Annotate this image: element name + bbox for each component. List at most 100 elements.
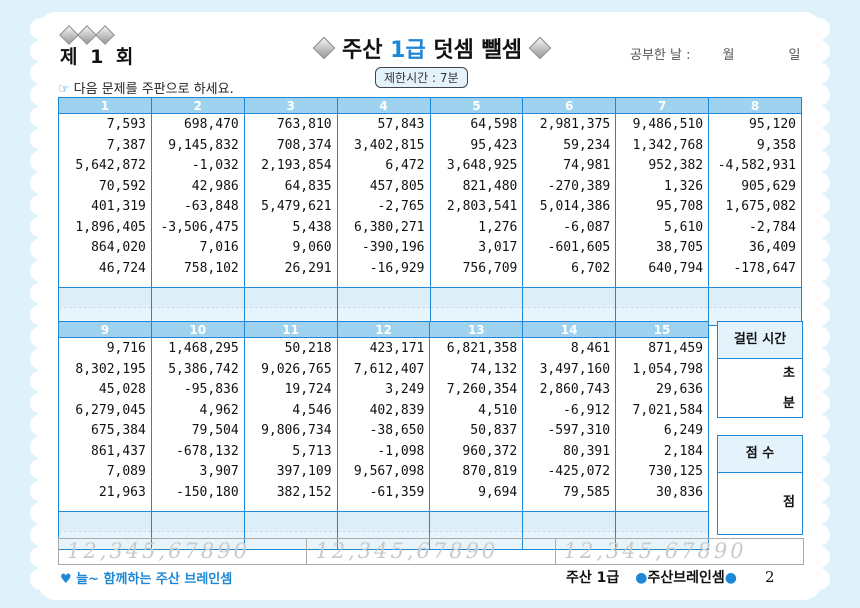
bubble-dot — [808, 502, 830, 524]
problem-value: -597,310 — [547, 423, 611, 438]
problem-value: -6,087 — [563, 219, 611, 235]
problem-value: 3,907 — [199, 464, 239, 479]
bubble-dot — [808, 282, 830, 304]
problem-value: 95,120 — [749, 117, 796, 132]
problem-value: 36,409 — [749, 240, 796, 255]
problem-value: 7,089 — [106, 464, 146, 479]
problem-value: -1,032 — [191, 158, 239, 173]
answer-cell[interactable] — [58, 511, 152, 550]
problem-number: 1 — [58, 97, 152, 114]
bubble-dot — [808, 480, 830, 502]
tracing-digits: 12,345,67890 — [307, 539, 556, 564]
answer-cell[interactable] — [150, 287, 245, 326]
problem-value: 640,794 — [648, 260, 704, 276]
problem-value: 21,963 — [98, 484, 146, 500]
problem-number: 6 — [522, 97, 617, 114]
answer-cell[interactable] — [243, 287, 338, 326]
footer-brand: ●주산브레인셈● — [635, 570, 737, 586]
problem-value: -425,072 — [547, 464, 611, 479]
bubble-dot — [808, 546, 830, 568]
problem-value: 59,234 — [563, 137, 611, 153]
problem-value: 952,382 — [648, 158, 704, 173]
problem-value: 3,497,160 — [539, 361, 611, 377]
problem-value: 2,193,854 — [261, 158, 332, 173]
round-number: 제 1 회 — [60, 46, 137, 68]
problem-value: 9,694 — [478, 484, 518, 500]
problem-value: 5,014,386 — [539, 199, 611, 214]
problem-value: -38,650 — [369, 423, 425, 438]
bubble-dot — [30, 436, 52, 458]
problem-value: 730,125 — [648, 464, 703, 479]
problem-value: 960,372 — [462, 443, 518, 459]
date-label: 공부한 날 : — [630, 48, 691, 63]
bubble-dot — [808, 458, 830, 480]
problem-value: 1,276 — [478, 219, 518, 235]
problem-value: 3,402,815 — [354, 137, 425, 153]
problem-values: 2,981,375 59,234 74,981 -270,389 5,014,386 -6… — [522, 113, 617, 288]
problem-value: -6,912 — [563, 402, 611, 418]
problem-values: 423,171 7,612,407 3,249 402,839 -38,650 -1,09… — [336, 337, 431, 512]
score-box: 점 수 점 — [717, 435, 803, 535]
title-prefix: 주산 — [342, 38, 391, 63]
header-diamonds — [59, 25, 115, 45]
problem-number: 3 — [243, 97, 338, 114]
problem-value: 6,821,358 — [446, 341, 518, 356]
problem-value: -270,389 — [547, 178, 611, 194]
answer-cell[interactable] — [708, 287, 802, 326]
digit-tracing-strip: 12,345,67890 12,345,67890 12,345,67890 — [58, 538, 804, 565]
answer-cell[interactable] — [615, 287, 710, 326]
answer-cell[interactable] — [336, 511, 431, 550]
answer-cell[interactable] — [522, 287, 617, 326]
answer-cell[interactable] — [429, 511, 524, 550]
problem-value: 2,184 — [663, 443, 703, 459]
problem-value: 7,612,407 — [353, 361, 425, 377]
problem-value: 19,724 — [284, 382, 332, 397]
answer-cell[interactable] — [429, 287, 524, 326]
problem-value: -150,180 — [176, 484, 239, 500]
answer-cell[interactable] — [150, 511, 245, 550]
problem-value: 5,386,742 — [168, 361, 239, 377]
answer-cell[interactable] — [522, 511, 617, 550]
instruction-text: 다음 문제를 주판으로 하세요. — [73, 82, 234, 97]
problem-value: -2,784 — [749, 219, 796, 235]
bubble-dot — [30, 260, 52, 282]
problem-value: 2,860,743 — [539, 382, 611, 397]
problem-value: 46,724 — [98, 260, 146, 276]
problem-value: 861,437 — [91, 443, 146, 459]
bubble-dot — [808, 216, 830, 238]
bubble-dot — [30, 106, 52, 128]
bubble-dot — [808, 568, 830, 590]
problem-number: 4 — [336, 97, 431, 114]
problem-value: 6,702 — [571, 260, 611, 276]
problem-value: 7,387 — [106, 137, 146, 153]
bubble-dot — [808, 326, 830, 348]
bubble-dot — [30, 84, 52, 106]
problem-value: 1,054,798 — [632, 361, 703, 377]
tracing-digits: 12,345,67890 — [563, 539, 747, 563]
problem-value: -61,359 — [369, 484, 425, 500]
problem-value: 763,810 — [276, 117, 332, 132]
problem-value: 1,675,082 — [725, 199, 796, 214]
answer-cell[interactable] — [58, 287, 152, 326]
problem-value: 7,260,354 — [446, 382, 518, 397]
problem-values: 763,810 708,374 2,193,854 64,835 5,479,621 5,… — [243, 113, 338, 288]
bubble-dot — [808, 348, 830, 370]
bubble-dot — [30, 194, 52, 216]
tracing-digits: 12,345,67890 — [59, 539, 308, 564]
problem-value: 5,438 — [292, 219, 332, 235]
problem-value: 6,380,271 — [354, 219, 425, 235]
problem-value: 1,896,405 — [75, 219, 146, 235]
bubble-dot — [808, 150, 830, 172]
title-suffix: 덧셈 뺄셈 — [425, 38, 522, 63]
page-title: 주산 1급 덧셈 뺄셈 — [300, 32, 564, 64]
answer-cell[interactable] — [615, 511, 709, 550]
bubble-dot — [30, 150, 52, 172]
bubble-dot — [30, 524, 52, 546]
answer-cell[interactable] — [336, 287, 431, 326]
problem-table-bottom: 9 10 11 12 13 14 15 9,716 8,302,195 45,028 6,279,… — [58, 321, 709, 550]
answer-cell[interactable] — [243, 511, 338, 550]
problem-value: 42,986 — [191, 178, 239, 194]
problem-value: 8,461 — [570, 341, 611, 356]
problem-value: 9,026,765 — [261, 361, 332, 377]
problem-number: 15 — [615, 321, 709, 338]
